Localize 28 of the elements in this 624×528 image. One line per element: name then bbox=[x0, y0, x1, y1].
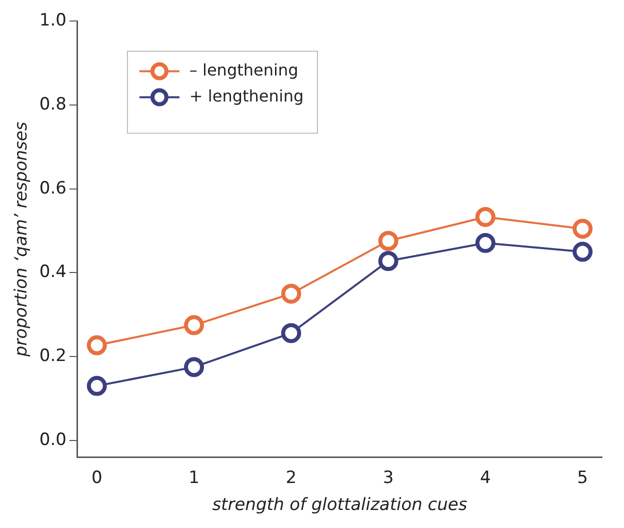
x-tick-label: 3 bbox=[382, 468, 394, 488]
legend-label: – lengthening bbox=[189, 60, 298, 80]
y-tick-label: 0.8 bbox=[39, 94, 66, 114]
point bbox=[475, 232, 496, 253]
point bbox=[475, 206, 496, 227]
y-tick-label: 0.4 bbox=[39, 262, 66, 282]
point bbox=[184, 315, 204, 336]
x-tick-label: 2 bbox=[286, 468, 297, 488]
point bbox=[86, 335, 107, 356]
x-axis-title: strength of glottalization cues bbox=[212, 495, 468, 516]
point bbox=[572, 242, 593, 262]
x-tick-label: 1 bbox=[188, 468, 200, 488]
point bbox=[281, 323, 302, 344]
y-tick-label: 1.0 bbox=[39, 10, 66, 31]
y-tick-label: 0.6 bbox=[39, 178, 66, 198]
point bbox=[184, 357, 204, 378]
x-tick-label: 5 bbox=[577, 468, 588, 488]
x-tick-label: 4 bbox=[480, 468, 491, 488]
point bbox=[378, 230, 398, 251]
y-tick-label: 0.2 bbox=[39, 346, 66, 366]
point bbox=[281, 284, 302, 304]
point bbox=[378, 251, 398, 271]
legend-label: + lengthening bbox=[189, 86, 304, 106]
y-axis-title: proportion ‘qam’ responses bbox=[12, 122, 32, 358]
point bbox=[572, 218, 593, 239]
point bbox=[86, 376, 107, 396]
x-tick-label: 0 bbox=[91, 468, 102, 488]
y-tick-label: 0.0 bbox=[39, 430, 66, 450]
